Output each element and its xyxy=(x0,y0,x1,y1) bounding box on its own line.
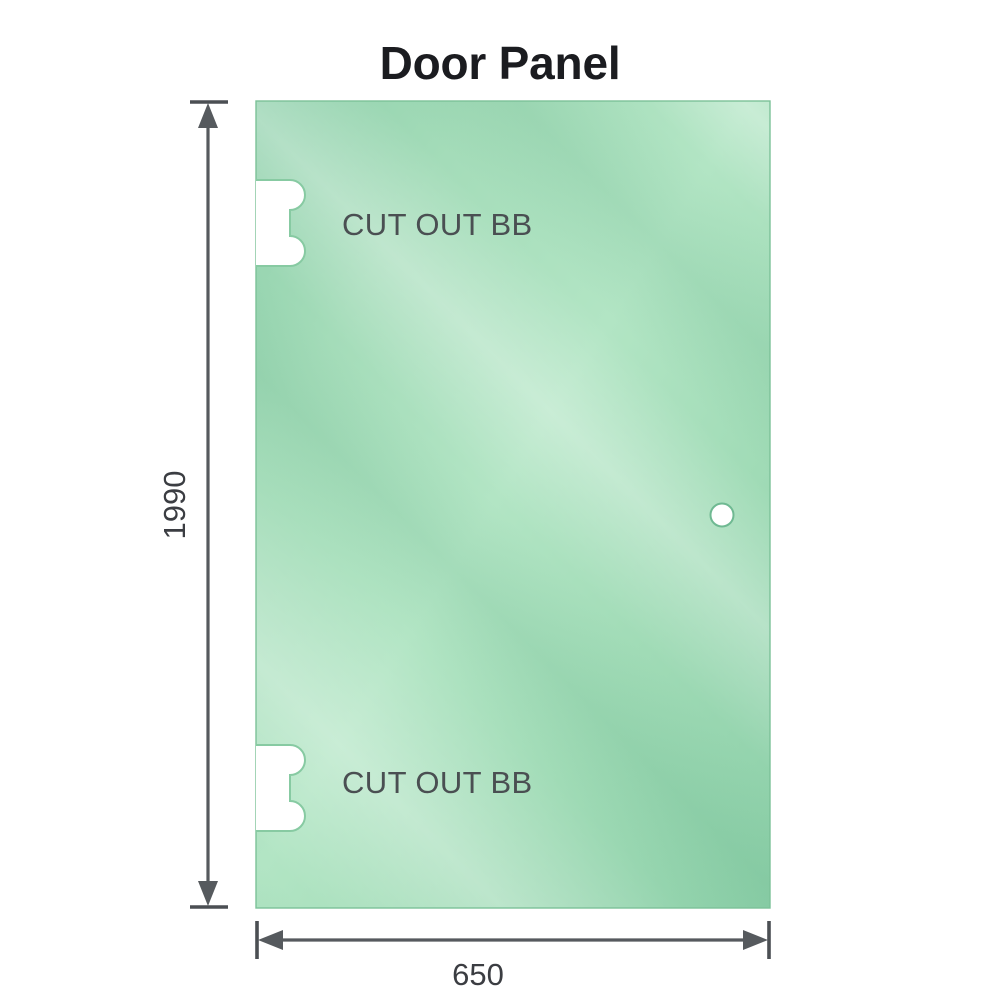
width-dimension-label: 650 xyxy=(452,957,504,992)
handle-hole xyxy=(709,502,735,528)
height-dimension-label: 1990 xyxy=(157,471,192,540)
top-hinge-cutout xyxy=(256,179,306,267)
dimension-arrow-down xyxy=(198,881,218,906)
width-dimension: 650 xyxy=(255,921,771,992)
page-title: Door Panel xyxy=(380,37,621,89)
height-dimension: 1990 xyxy=(157,100,228,909)
dimension-arrow-up xyxy=(198,103,218,128)
top-cutout-label: CUT OUT BB xyxy=(342,207,533,242)
dimension-arrow-right xyxy=(743,930,768,950)
dimension-arrow-left xyxy=(258,930,283,950)
bottom-hinge-cutout xyxy=(256,744,306,832)
bottom-cutout-label: CUT OUT BB xyxy=(342,765,533,800)
